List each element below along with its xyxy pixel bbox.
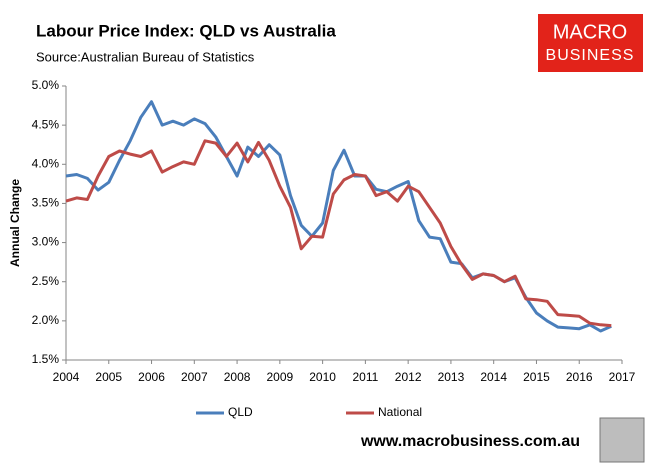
- x-tick-label: 2009: [266, 370, 293, 384]
- x-tick-label: 2016: [566, 370, 593, 384]
- y-axis-label: Annual Change: [8, 179, 22, 267]
- x-tick-label: 2007: [181, 370, 208, 384]
- x-tick-label: 2006: [138, 370, 165, 384]
- chart-title: Labour Price Index: QLD vs Australia: [36, 21, 336, 40]
- x-tick-label: 2012: [395, 370, 422, 384]
- x-tick-label: 2015: [523, 370, 550, 384]
- legend-label: QLD: [228, 405, 253, 419]
- y-tick-label: 3.0%: [32, 235, 60, 249]
- y-tick-label: 5.0%: [32, 78, 60, 92]
- series-line: [65, 139, 612, 328]
- series-line: [65, 100, 612, 333]
- y-tick-label: 2.5%: [32, 274, 60, 288]
- x-tick-label: 2010: [309, 370, 336, 384]
- logo-text: BUSINESS: [546, 47, 635, 64]
- logo-image: [599, 417, 645, 463]
- x-tick-label: 2004: [53, 370, 80, 384]
- chart-subtitle: Source:Australian Bureau of Statistics: [36, 49, 255, 64]
- logo-box: [538, 14, 643, 72]
- x-tick-label: 2014: [480, 370, 507, 384]
- x-tick-label: 2008: [224, 370, 251, 384]
- y-tick-label: 1.5%: [32, 352, 60, 366]
- y-tick-label: 4.5%: [32, 117, 60, 131]
- x-tick-label: 2011: [352, 370, 378, 384]
- logo-text: MACRO: [553, 21, 627, 43]
- y-tick-label: 2.0%: [32, 313, 60, 327]
- x-tick-label: 2005: [95, 370, 122, 384]
- x-tick-label: 2013: [438, 370, 465, 384]
- footer: www.macrobusiness.com.au: [360, 433, 580, 450]
- legend-label: National: [378, 405, 422, 419]
- y-tick-label: 4.0%: [32, 156, 60, 170]
- y-tick-label: 3.5%: [32, 196, 60, 210]
- x-tick-label: 2017: [609, 370, 636, 384]
